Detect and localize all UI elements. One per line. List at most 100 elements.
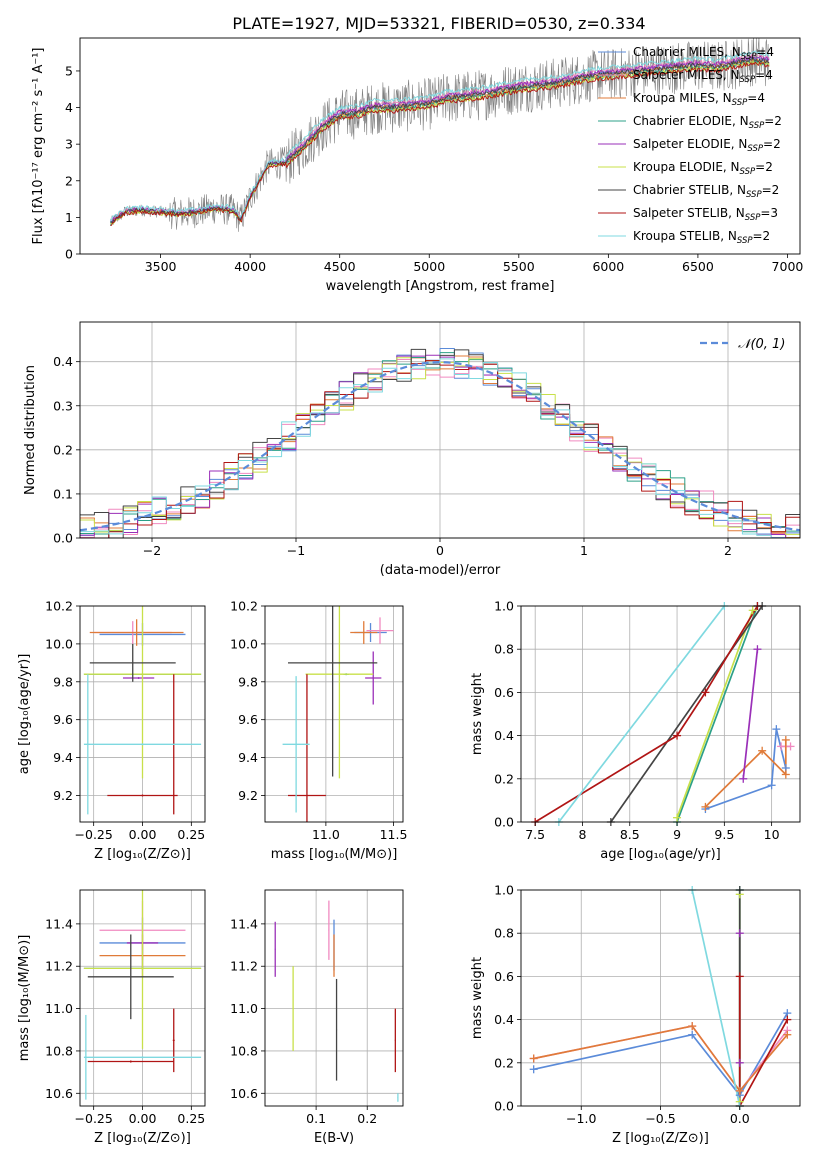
errorbar-point [282,676,310,813]
y-tick-label: 11.4 [45,916,73,931]
y-tick-label: 9.2 [53,788,73,803]
y-tick-label: 5 [65,63,73,78]
y-tick-label: 1.0 [494,883,514,898]
y-axis-label: age [log₁₀(age/yr)] [17,654,32,775]
plus-marker [772,725,781,734]
plus-marker [673,813,682,822]
errorbar-point [305,606,374,779]
errorbar-point [86,674,89,815]
legend-label: Kroupa ELODIE, NSSP=2 [633,160,773,177]
errorbar-point [83,1056,202,1059]
y-tick-label: 1 [65,210,73,225]
y-tick-label: 0.2 [494,1055,514,1070]
y-axis-label: Normed distribution [23,365,38,495]
x-tick-label: 1 [580,543,588,558]
errorbar-point [333,934,335,977]
x-tick-label: 0 [436,543,444,558]
errorbar-point [84,1014,87,1100]
plus-marker [529,1065,538,1074]
x-tick-label: 6000 [592,259,624,274]
plus-marker [735,929,744,938]
y-axis-label: Flux [fλ10⁻¹⁷ erg cm⁻² s⁻¹ A⁻¹] [31,48,46,245]
mass-weight-vs-metallicity-plot: −1.0 −0.5 0.0 0.0 0.2 0.4 0.6 0.8 1.0 Z [log₁₀(Z/… [470,883,801,1146]
plus-marker [777,742,786,751]
y-tick-label: 0.4 [494,728,514,743]
legend-label: Kroupa STELIB, NSSP=2 [633,229,770,246]
model-spectrum-line [110,50,770,222]
model-spectrum-line [110,61,770,226]
errorbar-point [397,1093,399,1102]
mass-weight-series [676,610,754,818]
errorbar-point [89,643,176,682]
x-tick-label: 8 [578,827,586,842]
plus-marker [781,770,790,779]
errorbar-point [288,606,378,777]
legend-label: Kroupa MILES, NSSP=4 [633,91,765,108]
y-axis-label: mass [log₁₀(M/M⊙)] [17,935,32,1062]
y-tick-label: 9.6 [238,712,258,727]
mass-weight-series [610,606,763,822]
legend-label: Salpeter STELIB, NSSP=3 [633,206,778,223]
axes-frame [79,37,801,255]
plus-marker [735,1058,744,1067]
plus-marker [748,606,757,615]
x-tick-label: 4500 [324,259,356,274]
mass-weight-series [676,606,759,822]
y-axis-label: mass weight [470,673,485,755]
plus-marker [783,1030,792,1039]
x-tick-label: 0.0 [730,1111,750,1126]
model-spectrum-line [110,56,770,224]
mass-weight-vs-age-plot: 7.5 8 8.5 9 9.5 10 0.0 0.2 0.4 0.6 0.8 1.0 age [log₁… [470,599,801,862]
errorbar-point [274,921,276,977]
mass-weight-series [704,739,787,808]
figure-title: PLATE=1927, MJD=53321, FIBERID=0530, z=0… [232,14,645,33]
legend-label: 𝒩(0, 1) [738,337,785,352]
y-tick-label: 9.8 [53,674,73,689]
y-tick-label: 0.6 [494,685,514,700]
plot-area [534,606,791,822]
plus-marker [739,774,748,783]
errorbar-point [89,619,184,646]
plot-area [80,347,800,538]
grid-lines [265,605,403,822]
mass-weight-series [691,890,741,1106]
age-vs-metallicity-plot: −0.25 0.00 0.25 9.2 9.4 9.6 9.8 10.0 10.2 Z [log₁… [17,599,206,862]
plus-marker [753,645,762,654]
y-tick-label: 0.4 [494,1012,514,1027]
y-tick-label: 0.3 [53,398,73,413]
y-tick-label: 10.0 [45,636,73,651]
x-tick-label: 0.25 [177,1111,205,1126]
errorbar-point [172,1008,175,1073]
plot-area [110,38,770,232]
plot-area [282,606,394,822]
legend-label: Salpeter MILES, NSSP=4 [633,68,773,85]
normal-reference-curve [80,361,800,532]
plus-marker [786,742,795,751]
x-tick-label: 5500 [503,259,535,274]
plot-area [274,900,399,1102]
y-tick-label: 9.4 [238,750,258,765]
x-tick-label: 0.1 [306,1111,326,1126]
x-tick-label: 4000 [234,259,266,274]
y-tick-label: 10.0 [230,636,258,651]
plot-area [533,890,789,1106]
x-tick-label: 3500 [145,259,177,274]
errorbar-point [122,677,155,679]
y-tick-label: 0.1 [53,486,73,501]
errorbar-point [87,934,174,1020]
mass-vs-metallicity-plot: −0.25 0.00 0.25 10.6 10.8 11.0 11.2 11.4 Z [log₁… [17,889,206,1146]
x-tick-label: −0.25 [75,827,113,842]
x-axis-label: E(B-V) [314,1131,354,1146]
y-tick-label: 11.0 [230,1001,258,1016]
plot-area [83,890,202,1100]
x-tick-label: 6500 [682,259,714,274]
legend-label: Chabrier MILES, NSSP=4 [633,45,774,62]
x-tick-label: 0.25 [177,827,205,842]
histogram-series [80,355,800,538]
y-axis-label: mass weight [470,957,485,1039]
errorbar-point [87,1060,174,1063]
axes-frame [264,889,404,1107]
plot-area [83,606,202,815]
model-spectrum-line [110,53,770,221]
errorbar-point [335,978,338,1081]
